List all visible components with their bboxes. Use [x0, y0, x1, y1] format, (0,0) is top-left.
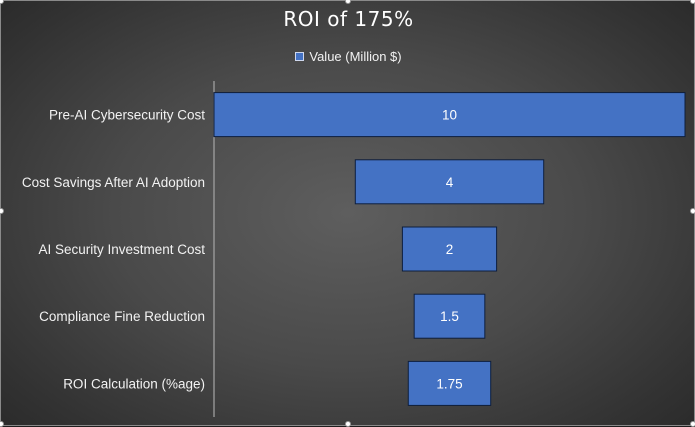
- resize-handle-top-center[interactable]: [345, 0, 351, 4]
- bar-4[interactable]: [413, 293, 486, 339]
- category-label-1: Pre-AI Cybersecurity Cost: [49, 108, 205, 123]
- bar-2[interactable]: [354, 159, 545, 205]
- resize-handle-bottom-right[interactable]: [690, 421, 695, 427]
- category-label-5: ROI Calculation (%age): [63, 376, 205, 391]
- resize-handle-top-left[interactable]: [0, 0, 4, 4]
- legend: Value (Million $): [1, 49, 695, 64]
- resize-handle-middle-left[interactable]: [0, 208, 4, 214]
- legend-swatch: [295, 52, 305, 61]
- resize-handle-bottom-center[interactable]: [345, 421, 351, 427]
- bar-3[interactable]: [401, 226, 498, 272]
- data-label-2: 4: [446, 175, 454, 190]
- legend-label: Value (Million $): [309, 49, 402, 64]
- data-label-5: 1.75: [436, 376, 462, 391]
- data-label-4: 1.5: [440, 309, 459, 324]
- data-label-1: 10: [442, 108, 457, 123]
- category-label-2: Cost Savings After AI Adoption: [22, 175, 205, 190]
- category-label-4: Compliance Fine Reduction: [39, 309, 205, 324]
- chart-title: ROI of 175%: [283, 7, 414, 31]
- bar-5[interactable]: [407, 360, 492, 406]
- category-label-3: AI Security Investment Cost: [38, 242, 205, 257]
- resize-handle-top-right[interactable]: [690, 0, 695, 4]
- resize-handle-middle-right[interactable]: [690, 208, 695, 214]
- bar-1[interactable]: [213, 92, 686, 138]
- data-label-3: 2: [446, 242, 454, 257]
